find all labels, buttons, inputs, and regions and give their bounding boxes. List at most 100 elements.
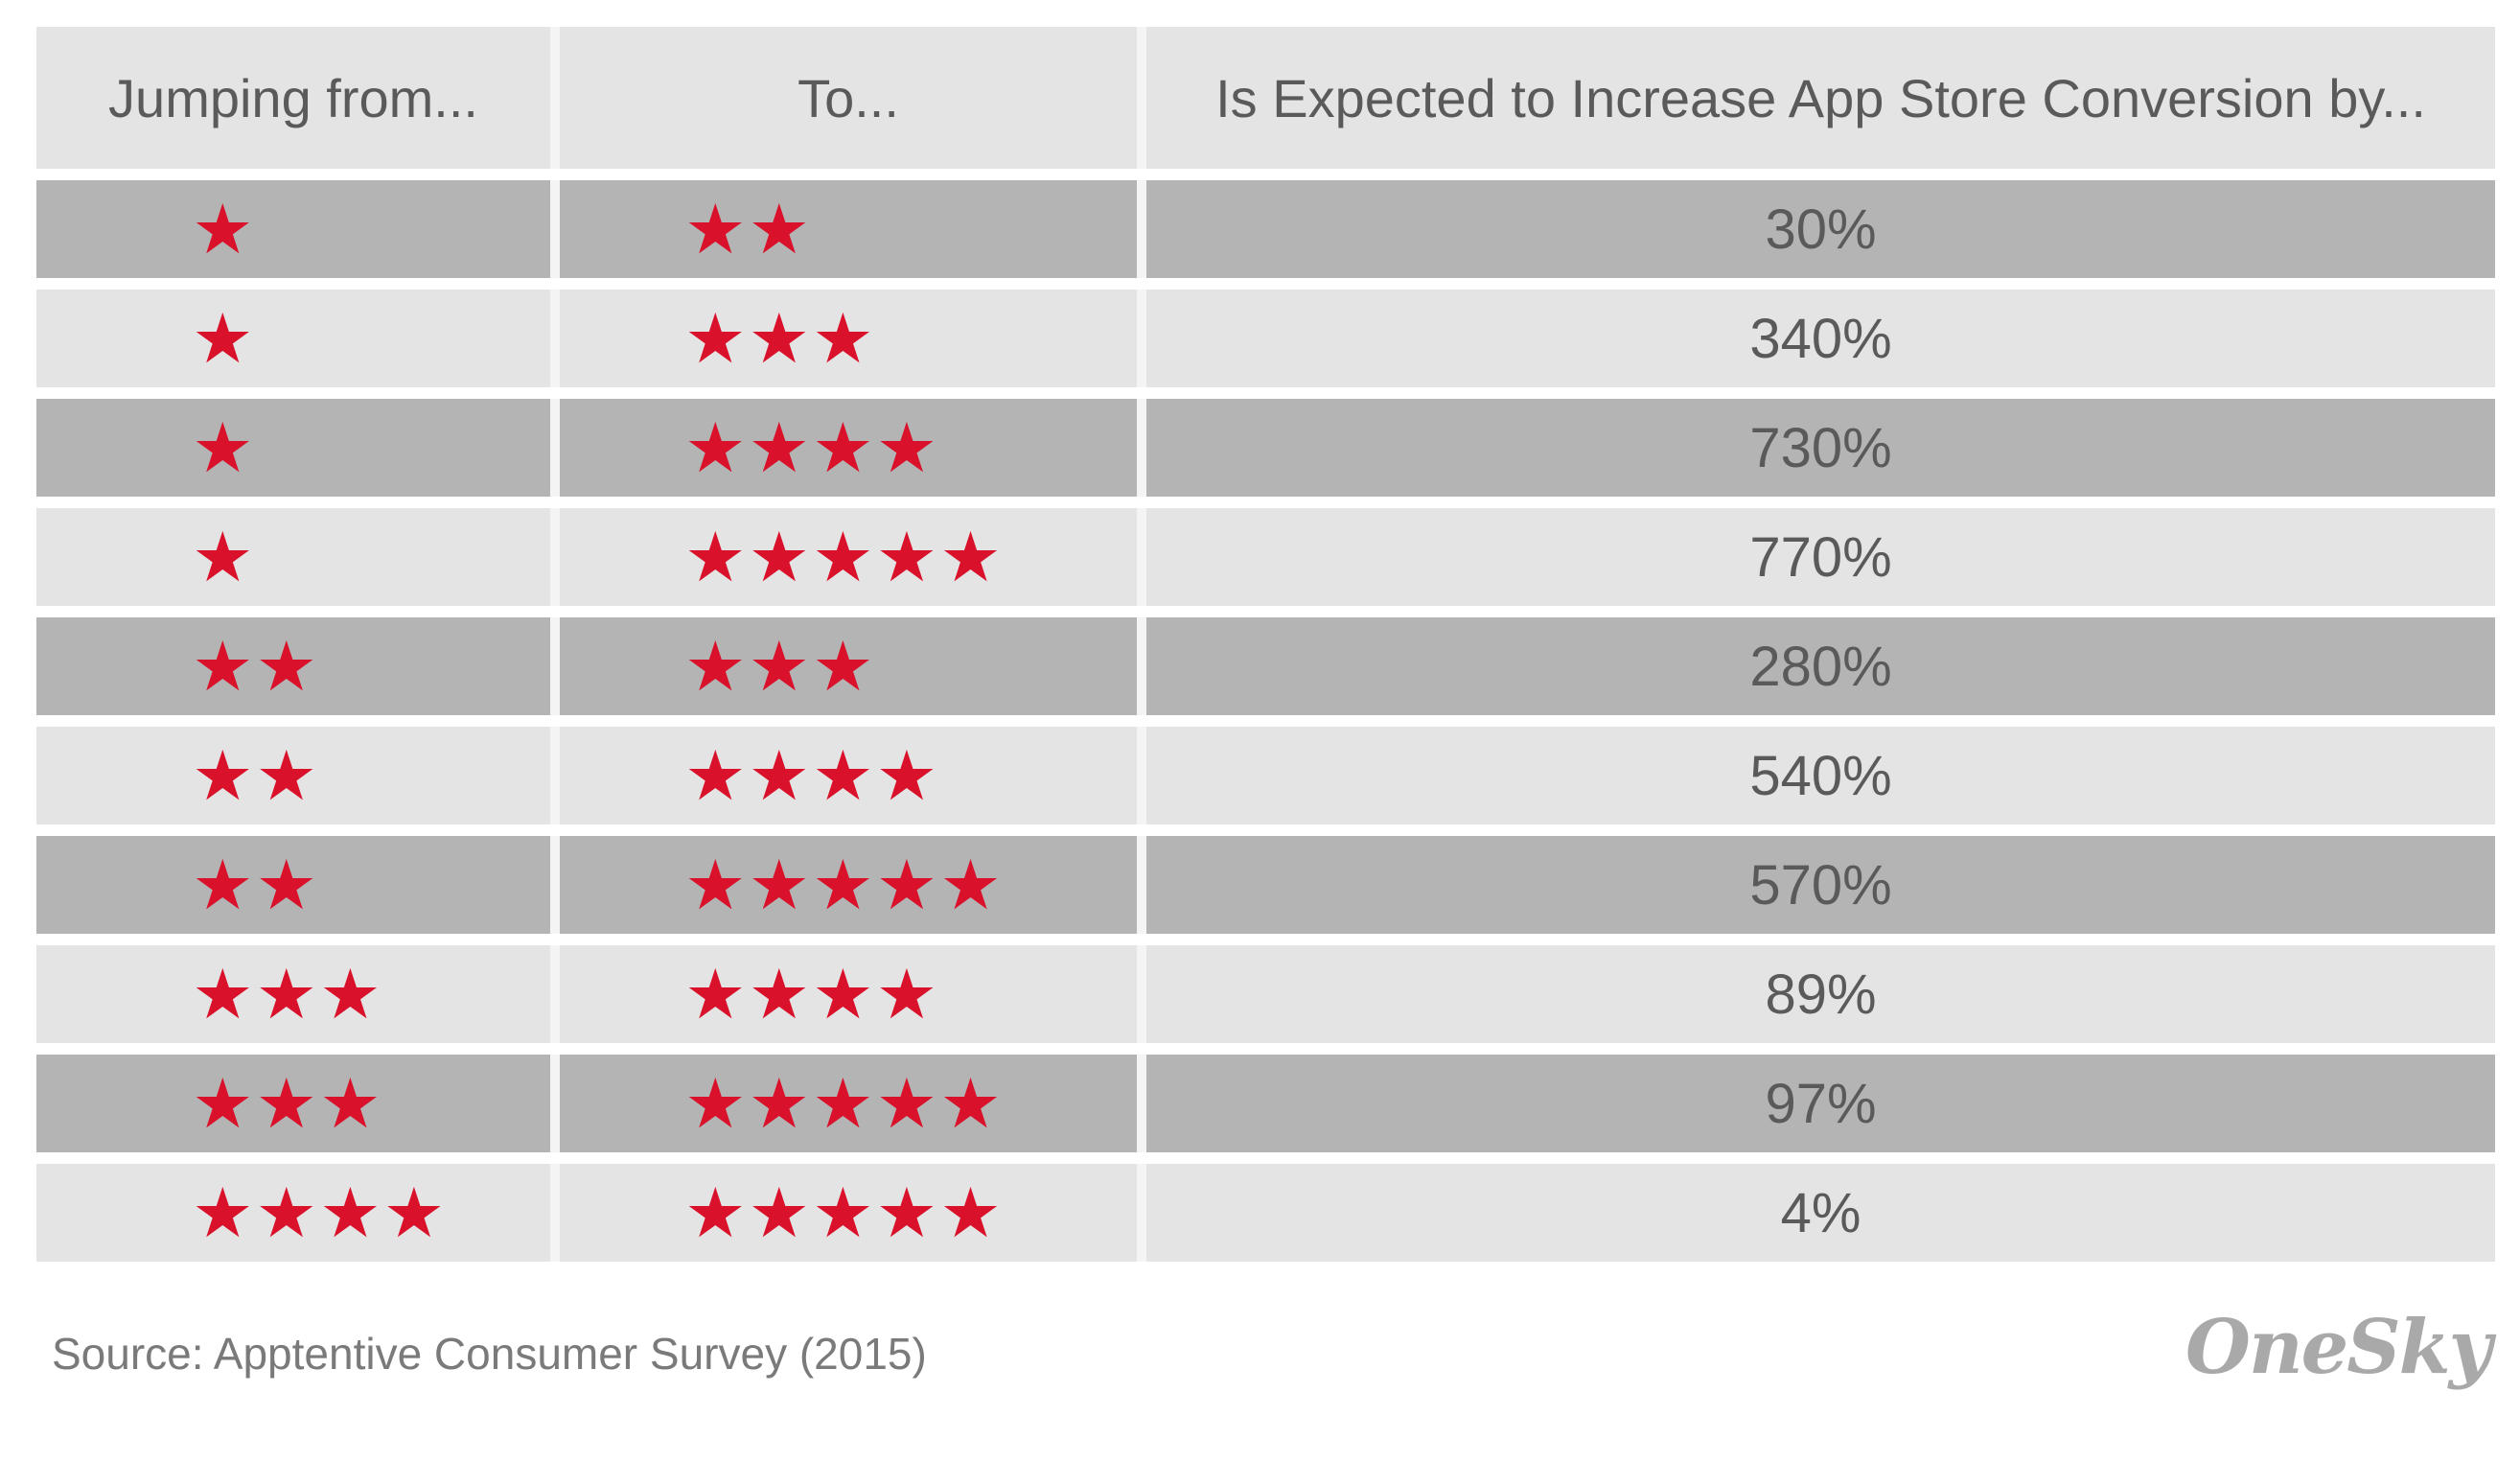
star-icon: ★ (192, 517, 256, 597)
column-gap (550, 1164, 560, 1262)
row-separator (1146, 169, 2495, 180)
to-rating-cell: ★★★★★ (560, 508, 1137, 606)
column-gap (1137, 27, 1146, 169)
row-separator (1146, 715, 2495, 727)
star-icon: ★★★ (684, 298, 876, 379)
row-separator (560, 169, 1137, 180)
row-separator (560, 824, 1137, 836)
row-separator (550, 824, 560, 836)
row-separator (36, 387, 550, 399)
row-separator (36, 278, 550, 290)
column-gap (550, 1055, 560, 1152)
from-rating-cell: ★★ (36, 617, 550, 715)
row-separator (1146, 1043, 2495, 1055)
row-separator (1146, 387, 2495, 399)
column-gap (1137, 508, 1146, 606)
to-rating-cell: ★★★ (560, 617, 1137, 715)
row-separator (550, 1152, 560, 1164)
conversion-increase-value: 540% (1146, 727, 2495, 824)
star-icon: ★★★★★ (684, 517, 1004, 597)
conversion-increase-value: 4% (1146, 1164, 2495, 1262)
conversion-increase-value: 730% (1146, 399, 2495, 497)
row-separator (560, 1152, 1137, 1164)
row-separator (1146, 278, 2495, 290)
row-separator (36, 606, 550, 617)
conversion-increase-value: 30% (1146, 180, 2495, 278)
row-separator (560, 715, 1137, 727)
column-gap (1137, 1164, 1146, 1262)
row-separator (560, 934, 1137, 945)
row-separator (560, 497, 1137, 508)
star-icon: ★★★ (192, 1063, 383, 1144)
from-rating-cell: ★★★★ (36, 1164, 550, 1262)
star-icon: ★★★★ (684, 735, 940, 816)
to-rating-cell: ★★★★★ (560, 836, 1137, 934)
row-separator (36, 1043, 550, 1055)
row-separator (550, 278, 560, 290)
star-icon: ★★★★ (684, 954, 940, 1034)
row-separator (1137, 1152, 1146, 1164)
from-rating-cell: ★ (36, 290, 550, 387)
to-rating-cell: ★★★ (560, 290, 1137, 387)
row-separator (1137, 169, 1146, 180)
column-gap (550, 617, 560, 715)
row-separator (1137, 278, 1146, 290)
from-rating-cell: ★★★ (36, 1055, 550, 1152)
row-separator (1137, 824, 1146, 836)
column-gap (550, 836, 560, 934)
star-icon: ★★★★★ (684, 1063, 1004, 1144)
star-icon: ★★ (192, 626, 320, 707)
rating-conversion-table: Jumping from... To... Is Expected to Inc… (36, 27, 2495, 1262)
row-separator (36, 169, 550, 180)
column-gap (550, 180, 560, 278)
star-icon: ★★★★★ (684, 845, 1004, 925)
column-gap (550, 399, 560, 497)
row-separator (1137, 1043, 1146, 1055)
column-gap (550, 290, 560, 387)
conversion-increase-value: 770% (1146, 508, 2495, 606)
star-icon: ★★★★ (684, 407, 940, 488)
to-rating-cell: ★★★★ (560, 945, 1137, 1043)
row-separator (1146, 1152, 2495, 1164)
row-separator (550, 1043, 560, 1055)
conversion-increase-value: 280% (1146, 617, 2495, 715)
from-rating-cell: ★★ (36, 836, 550, 934)
from-rating-cell: ★ (36, 399, 550, 497)
row-separator (550, 387, 560, 399)
to-rating-cell: ★★ (560, 180, 1137, 278)
onesky-logo: OneSky (2185, 1304, 2492, 1391)
star-icon: ★★★ (192, 954, 383, 1034)
to-rating-cell: ★★★★★ (560, 1055, 1137, 1152)
star-icon: ★★ (192, 735, 320, 816)
conversion-increase-value: 89% (1146, 945, 2495, 1043)
star-icon: ★ (192, 298, 256, 379)
row-separator (550, 715, 560, 727)
row-separator (1137, 715, 1146, 727)
star-icon: ★★ (684, 189, 813, 269)
column-gap (1137, 1055, 1146, 1152)
conversion-increase-value: 340% (1146, 290, 2495, 387)
row-separator (36, 934, 550, 945)
column-gap (1137, 727, 1146, 824)
star-icon: ★★★★ (192, 1172, 448, 1253)
row-separator (560, 387, 1137, 399)
column-gap (1137, 290, 1146, 387)
star-icon: ★ (192, 189, 256, 269)
column-gap (1137, 617, 1146, 715)
row-separator (550, 169, 560, 180)
row-separator (1146, 606, 2495, 617)
row-separator (1146, 824, 2495, 836)
row-separator (36, 715, 550, 727)
row-separator (1137, 387, 1146, 399)
column-gap (1137, 945, 1146, 1043)
column-gap (1137, 399, 1146, 497)
column-gap (1137, 836, 1146, 934)
star-icon: ★★★★★ (684, 1172, 1004, 1253)
row-separator (1146, 497, 2495, 508)
conversion-increase-value: 97% (1146, 1055, 2495, 1152)
header-to: To... (560, 27, 1137, 169)
row-separator (36, 1152, 550, 1164)
row-separator (36, 497, 550, 508)
column-gap (550, 727, 560, 824)
row-separator (1146, 934, 2495, 945)
